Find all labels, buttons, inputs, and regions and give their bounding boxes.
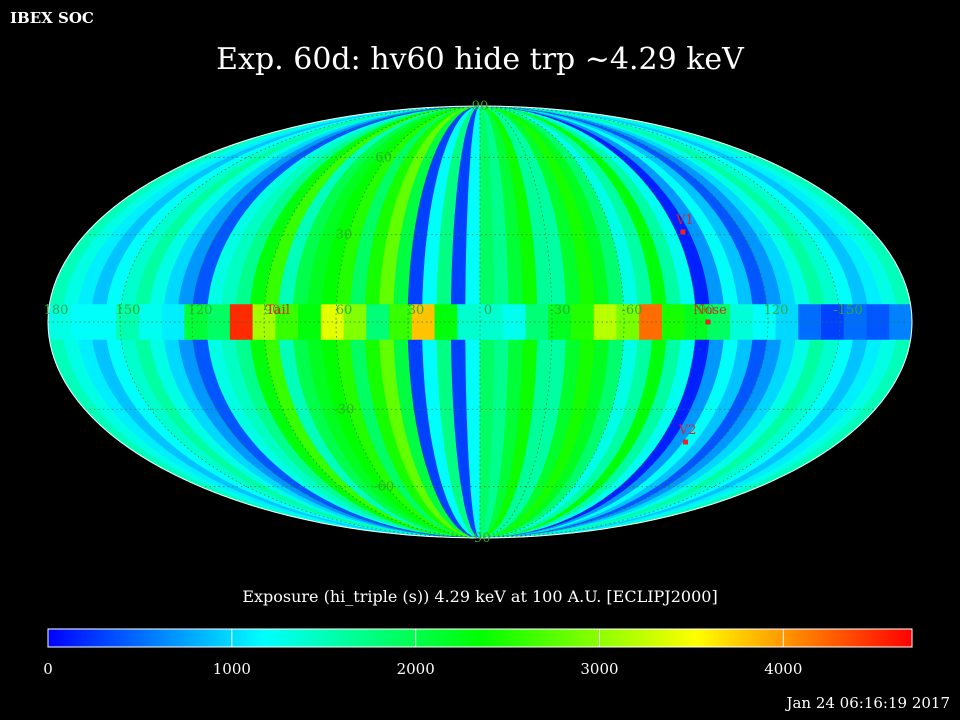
ecliptic-band-cell: [889, 304, 912, 340]
colorbar-tick-label: 2000: [396, 660, 435, 678]
marker-label-nose: Nose: [693, 303, 727, 318]
longitude-gridline: [479, 106, 553, 538]
timestamp: Jan 24 06:16:19 2017: [786, 694, 950, 712]
longitude-gridline: [407, 106, 481, 538]
ecliptic-band-cell: [639, 304, 663, 340]
longitude-gridline: [119, 106, 481, 538]
longitude-label: 150: [116, 303, 141, 318]
longitude-label: 0: [484, 303, 492, 318]
ecliptic-band-cell: [480, 304, 504, 340]
ecliptic-band-cell: [70, 304, 95, 340]
latitude-label: 90: [472, 99, 489, 114]
longitude-label: 90: [264, 303, 281, 318]
marker-point: [680, 229, 686, 235]
page-title: Exp. 60d: hv60 hide trp ~4.29 keV: [216, 42, 744, 77]
latitude-label: 30: [336, 228, 353, 243]
ecliptic-band-cell: [843, 304, 868, 340]
ecliptic-band-cell: [411, 304, 436, 340]
longitude-label: -90: [694, 303, 715, 318]
ecliptic-band-cell: [821, 304, 845, 340]
ecliptic-band-cell: [93, 304, 117, 340]
latitude-label: -90: [470, 531, 491, 546]
longitude-label: 120: [764, 303, 789, 318]
colorbar-title: Exposure (hi_triple (s)) 4.29 keV at 100…: [242, 587, 718, 606]
ecliptic-band-cell: [457, 304, 481, 340]
longitude-label: 180: [44, 303, 69, 318]
ecliptic-band-cell: [207, 304, 231, 340]
corner-label: IBEX SOC: [10, 9, 94, 27]
ecliptic-band-cell: [434, 304, 458, 340]
colorbar-tick-label: 4000: [764, 660, 803, 678]
map-layer: [48, 106, 912, 538]
ecliptic-band-cell: [570, 304, 595, 340]
marker-label-v1: V1: [675, 213, 694, 228]
longitude-label: 30: [408, 303, 425, 318]
longitude-label: 120: [188, 303, 213, 318]
latitude-label: 60: [375, 150, 392, 165]
ecliptic-band-cell: [116, 304, 140, 340]
longitude-label: -30: [550, 303, 571, 318]
longitude-label: -60: [622, 303, 643, 318]
ecliptic-band-cell: [161, 304, 186, 340]
colorbar-tick-label: 3000: [580, 660, 619, 678]
colorbar-tick-label: 0: [43, 660, 53, 678]
longitude-gridline: [479, 106, 841, 538]
longitude-label: 60: [336, 303, 353, 318]
ecliptic-band-cell: [616, 304, 640, 340]
marker-point: [705, 319, 711, 325]
ecliptic-band-cell: [138, 304, 163, 340]
ecliptic-band-cell: [184, 304, 208, 340]
ecliptic-band-cell: [525, 304, 549, 340]
longitude-gridline: [191, 106, 481, 538]
ecliptic-band-cell: [48, 304, 72, 340]
colorbar: [47, 628, 913, 648]
marker-label-tail: Tail: [266, 303, 290, 318]
ecliptic-band-cell: [593, 304, 618, 340]
longitude-label: -150: [833, 303, 862, 318]
colorbar-tick-label: 1000: [212, 660, 251, 678]
ecliptic-band-cell: [548, 304, 572, 340]
marker-point: [683, 439, 689, 445]
latitude-label: -30: [333, 402, 354, 417]
longitude-gridline: [479, 106, 769, 538]
ecliptic-band-cell: [866, 304, 890, 340]
ecliptic-band-cell: [389, 304, 413, 340]
ecliptic-band-cell: [502, 304, 527, 340]
latitude-label: -60: [373, 480, 394, 495]
marker-label-v2: V2: [678, 423, 697, 438]
map-outline: [47, 105, 913, 539]
